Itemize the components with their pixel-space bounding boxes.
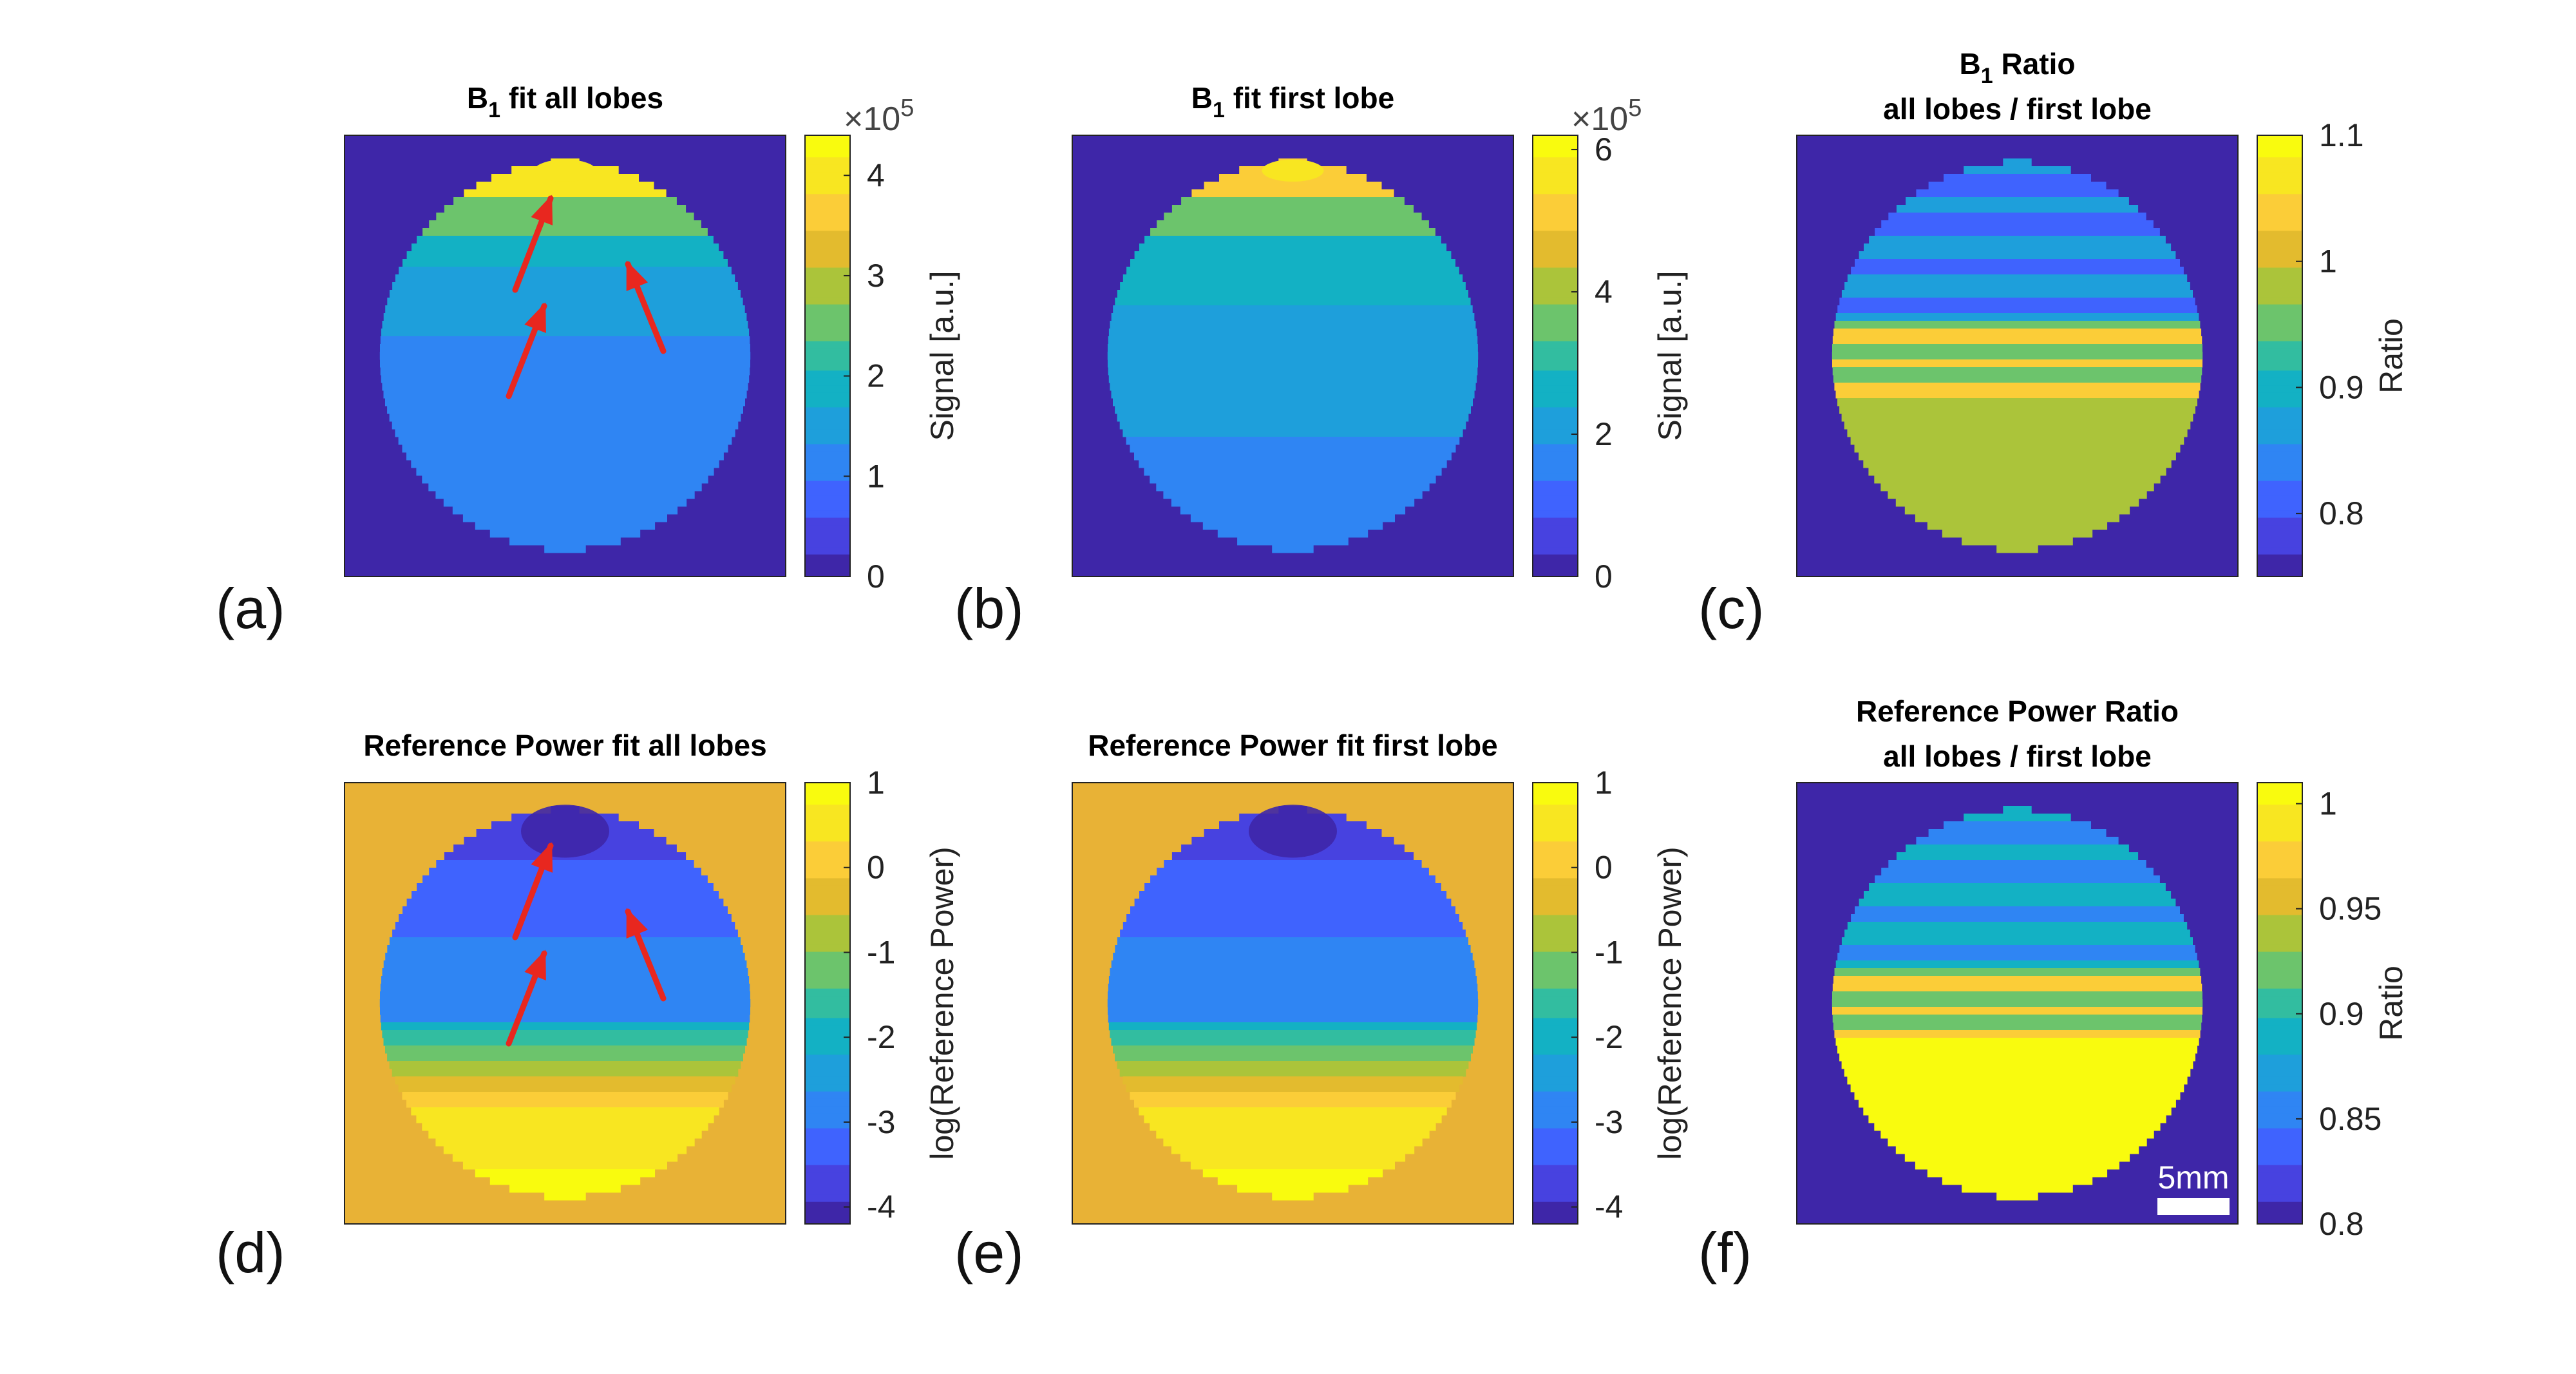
colorbar-tick-label: 0 — [867, 558, 885, 595]
colorbar-tick-label: 0.9 — [2319, 369, 2364, 405]
colorbar-exponent: ×105 — [844, 95, 914, 138]
title-subscript: 1 — [1981, 64, 1993, 88]
colorbar-tick-label: 6 — [1595, 131, 1613, 167]
colorbar-tick-label: 0 — [1595, 850, 1613, 886]
colorbar-label: Signal [a.u.] — [1652, 271, 1688, 441]
scalebar-label: 5mm — [2157, 1159, 2229, 1196]
panel-title: B1 Ratio — [1960, 47, 2076, 88]
colorbar-tick-label: 1 — [2319, 786, 2337, 822]
colorbar-tick-label: 0.9 — [2319, 996, 2364, 1032]
panel-label: (f) — [1698, 1221, 1752, 1284]
title-subscript: 1 — [1213, 98, 1225, 122]
panel-label: (c) — [1698, 577, 1765, 640]
image-map — [1072, 135, 1514, 577]
image-map — [1796, 135, 2239, 577]
panel-label: (d) — [216, 1221, 285, 1284]
panel-d: Reference Power fit all lobes -4 -3 -2 -1 0 1 l… — [216, 729, 960, 1284]
colorbar-exponent: ×105 — [1571, 95, 1642, 138]
colorbar-tick-label: -1 — [1595, 934, 1623, 970]
colorbar-tick-label: 1.1 — [2319, 117, 2364, 153]
colorbar-tick-label: 1 — [867, 765, 885, 801]
panel-subtitle: all lobes / first lobe — [1883, 92, 2152, 126]
panel-subtitle: all lobes / first lobe — [1883, 739, 2152, 773]
colorbar: 0 1 2 3 4 Signal [a.u.] ×105 — [804, 95, 960, 595]
colorbar: 0.8 0.9 1 1.1 Ratio — [2257, 117, 2409, 577]
colorbar-label: Ratio — [2373, 318, 2409, 394]
panel-label: (b) — [954, 577, 1024, 640]
panel-title: B1 fit all lobes — [467, 81, 663, 122]
colorbar-tick-label: -2 — [867, 1019, 895, 1055]
colorbar-tick-label: 0 — [1595, 558, 1613, 595]
panel-b: B1 fit first lobe 0 2 4 6 Signal [a.u.] ×105 (b… — [954, 81, 1688, 640]
colorbar-tick-label: 0.95 — [2319, 891, 2382, 927]
colorbar-tick-label: 0.85 — [2319, 1101, 2382, 1137]
colorbar-label: log(Reference Power) — [924, 846, 960, 1159]
panel-title: Reference Power fit all lobes — [363, 729, 766, 762]
colorbar-tick-label: 1 — [2319, 243, 2337, 280]
colorbar: 0.8 0.85 0.9 0.95 1 Ratio — [2257, 782, 2409, 1242]
image-map — [1072, 782, 1514, 1225]
image-map — [344, 782, 786, 1225]
colorbar-tick-label: -3 — [867, 1104, 895, 1140]
colorbar-tick-label: 2 — [867, 358, 885, 394]
panel-a: B1 fit all lobes 0 1 2 3 4 Signal [a.u.] ×105 (a… — [216, 81, 960, 640]
colorbar-tick-label: -2 — [1595, 1019, 1623, 1055]
colorbar: -4 -3 -2 -1 0 1 log(Reference Power) — [1532, 765, 1688, 1225]
panel-title: Reference Power fit first lobe — [1088, 729, 1498, 762]
panel-e: Reference Power fit first lobe -4 -3 -2 -1 0 1… — [954, 729, 1688, 1284]
panel-title: Reference Power Ratio — [1856, 694, 2179, 728]
panel-title: B1 fit first lobe — [1191, 81, 1394, 122]
colorbar-tick-label: -4 — [867, 1189, 895, 1225]
panel-label: (e) — [954, 1221, 1024, 1284]
colorbar-tick-label: 1 — [1595, 765, 1613, 801]
panel-f: Reference Power Ratio all lobes / first l… — [1698, 694, 2409, 1284]
title-symbol: B — [1191, 81, 1213, 115]
colorbar-tick-label: 0.8 — [2319, 1206, 2364, 1242]
scalebar: 5mm — [2157, 1159, 2230, 1215]
panel-label: (a) — [216, 577, 285, 640]
image-map: 5mm — [1796, 782, 2239, 1225]
colorbar: -4 -3 -2 -1 0 1 log(Reference Power) — [804, 765, 960, 1225]
colorbar-tick-label: -3 — [1595, 1104, 1623, 1140]
colorbar-tick-label: 2 — [1595, 416, 1613, 452]
colorbar-label: Signal [a.u.] — [924, 271, 960, 441]
colorbar-tick-label: 0 — [867, 850, 885, 886]
title-subscript: 1 — [488, 98, 500, 122]
colorbar-tick-label: -4 — [1595, 1189, 1623, 1225]
colorbar: 0 2 4 6 Signal [a.u.] ×105 — [1532, 95, 1688, 595]
colorbar-tick-label: 3 — [867, 258, 885, 294]
colorbar-label: Ratio — [2373, 966, 2409, 1041]
colorbar-tick-label: 0.8 — [2319, 495, 2364, 531]
colorbar-label: log(Reference Power) — [1652, 846, 1688, 1159]
colorbar-tick-label: 4 — [867, 157, 885, 193]
title-symbol: B — [467, 81, 488, 115]
colorbar-tick-label: 1 — [867, 458, 885, 494]
title-symbol: B — [1960, 47, 1981, 81]
colorbar-tick-label: 4 — [1595, 274, 1613, 310]
colorbar-tick-label: -1 — [867, 934, 895, 970]
image-map — [344, 135, 786, 577]
